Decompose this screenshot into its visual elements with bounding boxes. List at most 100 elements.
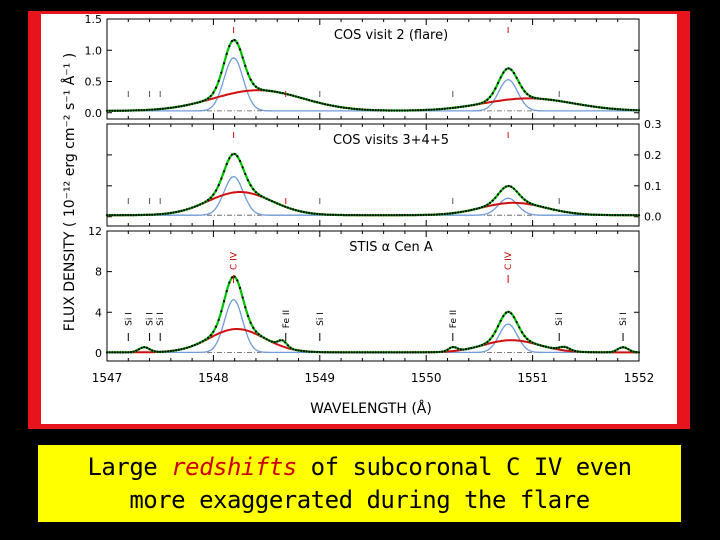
data-point — [592, 351, 595, 354]
data-point — [504, 311, 508, 314]
data-point — [233, 152, 236, 156]
data-point — [212, 193, 215, 196]
data-point — [563, 100, 566, 103]
data-point — [582, 103, 585, 107]
data-point — [465, 209, 468, 213]
line-label: Fe II — [449, 310, 459, 328]
data-point — [435, 350, 438, 354]
data-point — [555, 99, 558, 102]
data-point — [151, 349, 154, 352]
data-point — [228, 157, 231, 160]
data-point — [582, 212, 585, 216]
y-axis-label: FLUX DENSITY ( 10⁻¹² erg cm⁻² s⁻¹ Å⁻¹ ) — [61, 53, 78, 331]
data-point — [387, 109, 391, 112]
data-point — [470, 346, 473, 350]
data-point — [510, 185, 513, 188]
data-point — [433, 351, 436, 354]
data-point — [621, 108, 625, 111]
data-point — [199, 341, 202, 344]
data-point — [374, 214, 377, 217]
data-point — [286, 206, 289, 209]
data-point — [451, 345, 454, 349]
data-point — [398, 109, 401, 112]
data-point — [472, 208, 476, 211]
data-point — [478, 102, 481, 105]
data-point — [164, 350, 167, 353]
data-point — [164, 212, 167, 215]
data-point — [281, 92, 284, 95]
data-point — [199, 203, 202, 206]
data-point — [374, 351, 377, 354]
data-point — [249, 184, 252, 187]
data-point — [627, 348, 630, 351]
data-point — [430, 213, 433, 216]
data-point — [510, 312, 513, 315]
data-point — [539, 205, 542, 208]
data-point — [334, 213, 337, 217]
data-point — [558, 209, 561, 212]
data-point — [382, 214, 385, 217]
data-point — [324, 351, 327, 354]
data-point — [635, 109, 638, 112]
data-point — [185, 103, 188, 107]
data-point — [249, 78, 252, 81]
data-point — [494, 330, 497, 333]
panel-title: COS visits 3+4+5 — [333, 133, 449, 148]
data-point — [300, 96, 303, 100]
data-point — [371, 214, 375, 217]
data-point — [637, 214, 641, 217]
data-point — [558, 346, 561, 349]
data-point — [470, 104, 473, 107]
x-tick-label: 1549 — [305, 371, 336, 385]
data-point — [443, 107, 446, 110]
data-point — [116, 214, 119, 217]
data-point — [140, 213, 143, 217]
data-point — [167, 212, 170, 215]
data-point — [273, 201, 276, 204]
data-point — [600, 213, 603, 217]
caption-text: Large redshifts of subcoronal C IV even … — [87, 451, 632, 517]
data-point — [108, 214, 111, 217]
data-point — [536, 204, 540, 207]
data-point — [494, 196, 497, 199]
data-point — [302, 210, 305, 214]
data-point — [409, 351, 412, 354]
data-point — [300, 349, 303, 352]
data-point — [310, 212, 313, 215]
data-point — [613, 349, 617, 352]
data-point — [510, 68, 513, 71]
data-point — [329, 351, 332, 354]
data-point — [427, 108, 430, 111]
data-point — [276, 90, 279, 94]
data-point — [124, 214, 127, 217]
data-point — [451, 212, 454, 215]
data-point — [286, 93, 289, 96]
data-point — [228, 44, 231, 48]
data-point — [449, 107, 452, 110]
data-point — [523, 90, 526, 93]
data-point — [252, 326, 255, 329]
data-point — [590, 213, 593, 216]
data-point — [526, 337, 529, 341]
data-point — [603, 106, 606, 110]
data-point — [544, 206, 547, 209]
y-tick-label: 0.0 — [85, 107, 103, 120]
data-point — [284, 205, 287, 208]
data-point — [305, 350, 308, 353]
data-point — [571, 211, 574, 215]
data-point — [324, 103, 327, 106]
data-point — [297, 209, 300, 212]
data-point — [395, 109, 399, 112]
data-point — [568, 101, 571, 104]
data-point — [560, 210, 563, 213]
data-point — [204, 98, 207, 101]
data-point — [294, 95, 297, 98]
y-tick-label: 4 — [95, 306, 102, 319]
data-point — [488, 95, 492, 99]
data-point — [302, 350, 305, 353]
data-point — [332, 351, 335, 354]
data-point — [188, 103, 191, 106]
data-point — [605, 213, 609, 217]
data-point — [566, 346, 569, 349]
y-tick-label: 12 — [88, 225, 102, 238]
